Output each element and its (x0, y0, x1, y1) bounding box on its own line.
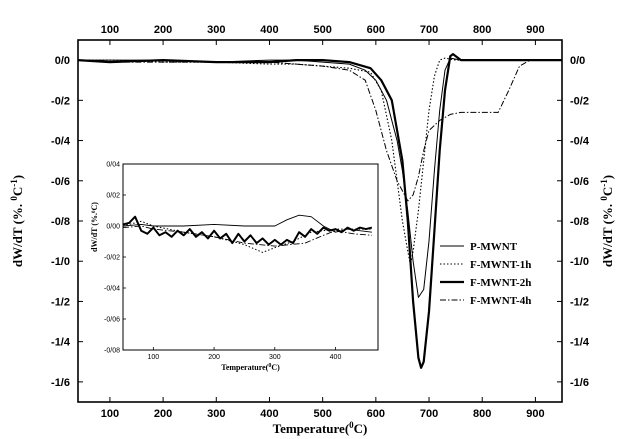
x-tick-label-bottom: 200 (154, 408, 172, 420)
inset-y-tick-label: 0/02 (106, 193, 120, 200)
y-tick-label-left: -0/2 (51, 95, 70, 107)
inset-x-tick-label: 200 (208, 354, 220, 361)
y-tick-label-left: -1/2 (51, 296, 70, 308)
inset-y-tick-label: -0/02 (104, 255, 120, 262)
y-tick-label-right: -0/8 (570, 216, 589, 228)
main-axis-ticks: 100 100 200 200 300 300 400 400 500 500 600 600 700 7… (51, 24, 590, 420)
series-line-f-mwnt-2h (77, 53, 562, 369)
x-tick-label-top: 400 (260, 24, 278, 36)
legend-label-f-mwnt-1h: F-MWNT-1h (470, 259, 531, 271)
x-tick-label-top: 200 (154, 24, 172, 36)
y-tick-label-right: -1/2 (570, 296, 589, 308)
x-tick-label-bottom: 500 (313, 408, 331, 420)
y-tick-label-left: 0/0 (55, 55, 70, 67)
y-tick-label-right: -1/6 (570, 377, 589, 389)
inset-series-group (122, 214, 373, 253)
x-tick-label-top: 600 (367, 24, 385, 36)
x-tick-label-top: 500 (313, 24, 331, 36)
inset-series-line (122, 225, 372, 247)
inset-x-axis-label: Temperature(0C) (221, 363, 280, 372)
x-tick-label-bottom: 800 (473, 408, 491, 420)
inset-y-tick-label: -0/04 (104, 286, 120, 293)
y-tick-label-right: -1/0 (570, 256, 589, 268)
inset-y-axis-label: dW/dT (%.0C) (90, 202, 99, 252)
inset-y-tick-label: 0/00 (106, 224, 120, 231)
inset-x-tick-label: 400 (330, 354, 342, 361)
legend-label-p-mwnt: P-MWNT (470, 241, 518, 253)
inset-y-tick-label: -0/06 (104, 317, 120, 324)
inset-series-line (122, 215, 373, 246)
y-tick-label-right: -0/4 (570, 136, 590, 148)
x-tick-label-top: 700 (420, 24, 438, 36)
inset-x-tick-label: 100 (148, 354, 160, 361)
inset-plot-frame (122, 163, 379, 351)
y-tick-label-left: -0/8 (51, 216, 70, 228)
y-tick-label-left: -1/4 (51, 337, 71, 349)
x-tick-label-top: 300 (207, 24, 225, 36)
y-axis-label-left: dW/dT (%. 0C-1) (9, 175, 25, 267)
y-tick-label-left: -1/0 (51, 256, 70, 268)
y-tick-label-right: 0/0 (570, 55, 585, 67)
main-chart: 100 100 200 200 300 300 400 400 500 500 600 600 700 7… (9, 24, 615, 436)
inset-chart: 100 200 300 400 0/04 0/02 0/00 -0/02 -0/04 -0/06 -… (90, 162, 379, 372)
main-series-group (77, 53, 562, 369)
x-axis-label: Temperature(0C) (273, 420, 368, 436)
legend-label-f-mwnt-2h: F-MWNT-2h (470, 277, 531, 289)
y-tick-label-left: -0/6 (51, 176, 70, 188)
x-tick-label-bottom: 600 (367, 408, 385, 420)
x-tick-label-bottom: 100 (101, 408, 119, 420)
x-tick-label-top: 800 (473, 24, 491, 36)
legend: P-MWNT F-MWNT-1h F-MWNT-2h F-MWNT-4h (440, 241, 531, 307)
y-axis-label-right: dW/dT (%. 0C-1) (599, 175, 615, 267)
x-tick-label-bottom: 300 (207, 408, 225, 420)
y-tick-label-right: -0/2 (570, 95, 589, 107)
legend-label-f-mwnt-4h: F-MWNT-4h (470, 295, 531, 307)
inset-y-tick-label: 0/04 (106, 162, 120, 169)
y-tick-label-right: -0/6 (570, 176, 589, 188)
inset-x-tick-label: 300 (269, 354, 281, 361)
x-tick-label-bottom: 700 (420, 408, 438, 420)
x-tick-label-bottom: 400 (260, 408, 278, 420)
x-tick-label-top: 100 (101, 24, 119, 36)
series-line-f-mwnt-4h (77, 59, 562, 202)
y-tick-label-left: -0/4 (51, 136, 71, 148)
inset-y-tick-label: -0/08 (104, 348, 120, 355)
y-tick-label-right: -1/4 (570, 337, 590, 349)
y-tick-label-left: -1/6 (51, 377, 70, 389)
x-tick-label-top: 900 (526, 24, 544, 36)
series-line-f-mwnt-1h (78, 57, 562, 266)
x-tick-label-bottom: 900 (526, 408, 544, 420)
